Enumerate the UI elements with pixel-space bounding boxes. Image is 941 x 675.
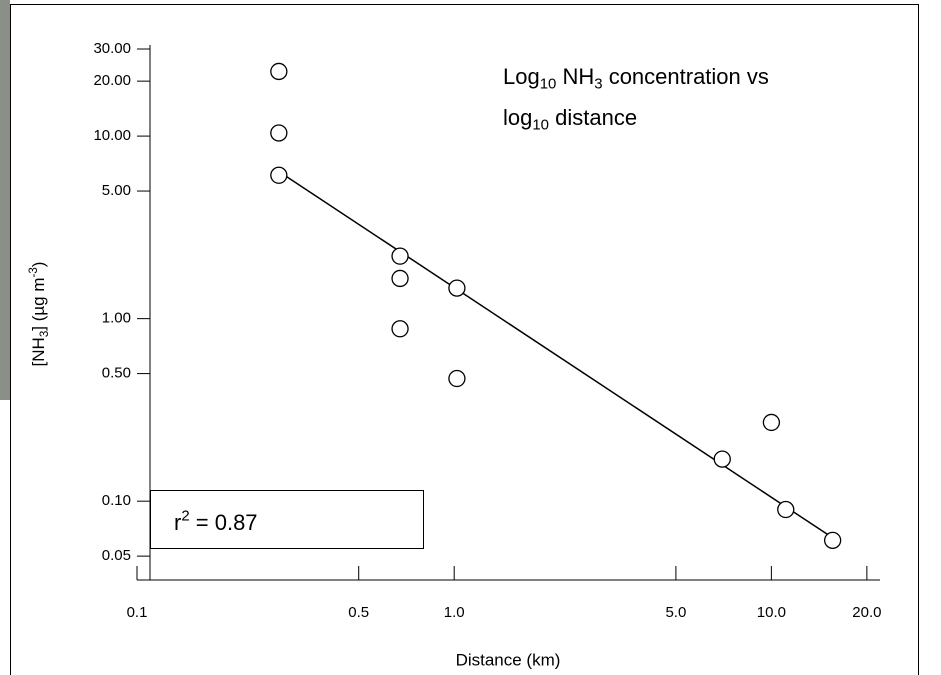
x-tick-label: 20.0 [852,604,881,621]
data-point [448,369,466,388]
y-tick-label: 0.50 [102,365,131,382]
data-point [823,531,842,550]
x-tick-label: 0.5 [348,604,369,621]
data-point [448,279,466,297]
data-point [713,450,731,468]
x-axis-label: Distance (km) [456,650,561,669]
data-point [391,320,409,338]
chart-frame [10,4,919,675]
x-tick-label: 5.0 [665,604,686,621]
y-tick-label: 10.00 [93,127,131,144]
data-point [777,500,795,519]
x-tick-label: 1.0 [444,604,465,621]
data-point [270,166,288,184]
data-point [391,247,409,265]
data-point [391,269,409,288]
data-point [762,413,781,432]
y-tick-label: 20.00 [93,72,131,89]
annotation: r2 = 0.87 [174,507,258,535]
y-tick-label: 30.00 [93,40,131,57]
y-tick-label: 1.00 [102,310,131,327]
y-axis-label: [NH3] (µg m-3) [28,262,51,367]
data-point [270,124,288,142]
annotation-box [150,490,424,549]
background-photo-edge [0,0,10,400]
data-point [270,62,288,81]
y-tick-label: 0.05 [102,547,131,564]
x-tick-label: 0.1 [127,604,148,621]
chart-title: Log10 NH3 concentration vs [503,64,769,93]
trendline [278,170,834,539]
chart-title: log10 distance [503,105,637,134]
y-tick-label: 0.10 [102,492,131,509]
x-tick-label: 10.0 [757,604,786,621]
y-tick-label: 5.00 [102,182,131,199]
